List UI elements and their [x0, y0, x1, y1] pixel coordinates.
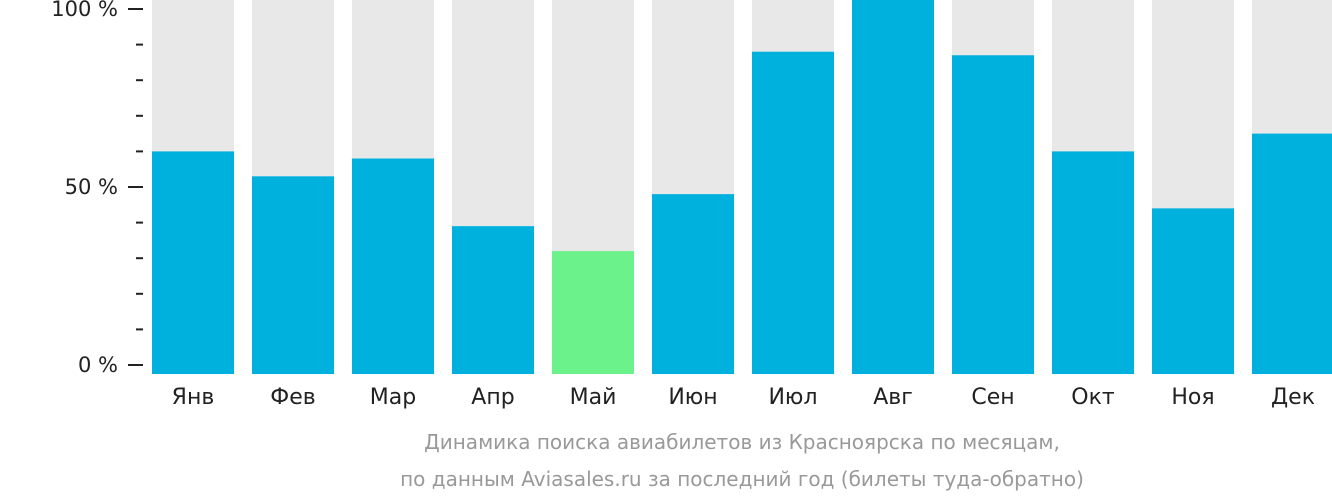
bar-Июл	[752, 51, 834, 374]
x-tick-label: Авг	[873, 385, 913, 410]
bar-Июн	[652, 194, 734, 374]
x-tick-label: Янв	[172, 385, 215, 410]
bar-Окт	[1052, 151, 1134, 374]
x-tick-label: Май	[570, 385, 617, 410]
bar-Апр	[452, 226, 534, 374]
y-tick-label: 50 %	[65, 175, 118, 199]
x-tick-label: Ноя	[1171, 385, 1214, 410]
bar-Май	[552, 251, 634, 374]
bar-Мар	[352, 158, 434, 374]
x-tick-label: Дек	[1271, 385, 1315, 410]
y-tick-label: 0 %	[78, 353, 118, 377]
bar-Ноя	[1152, 208, 1234, 374]
bar-Фев	[252, 176, 334, 374]
x-tick-label: Мар	[370, 385, 416, 410]
bar-Сен	[952, 55, 1034, 374]
x-tick-label: Окт	[1071, 385, 1115, 410]
y-tick-label: 100 %	[51, 0, 118, 21]
x-tick-label: Июн	[668, 385, 717, 410]
x-tick-label: Фев	[270, 385, 315, 410]
x-tick-label: Сен	[971, 385, 1014, 410]
bar-Дек	[1252, 133, 1332, 374]
bar-Авг	[852, 0, 934, 374]
x-tick-label: Июл	[768, 385, 817, 410]
bar-Янв	[152, 151, 234, 374]
chart-subtitle: по данным Aviasales.ru за последний год …	[400, 467, 1084, 491]
bar-chart: 0 % 50 % 100 % Янв Фев Мар Апр Май Июн Июл Авг Сен О…	[51, 0, 1332, 410]
x-tick-label: Апр	[471, 385, 514, 410]
chart-title: Динамика поиска авиабилетов из Красноярс…	[424, 430, 1060, 454]
